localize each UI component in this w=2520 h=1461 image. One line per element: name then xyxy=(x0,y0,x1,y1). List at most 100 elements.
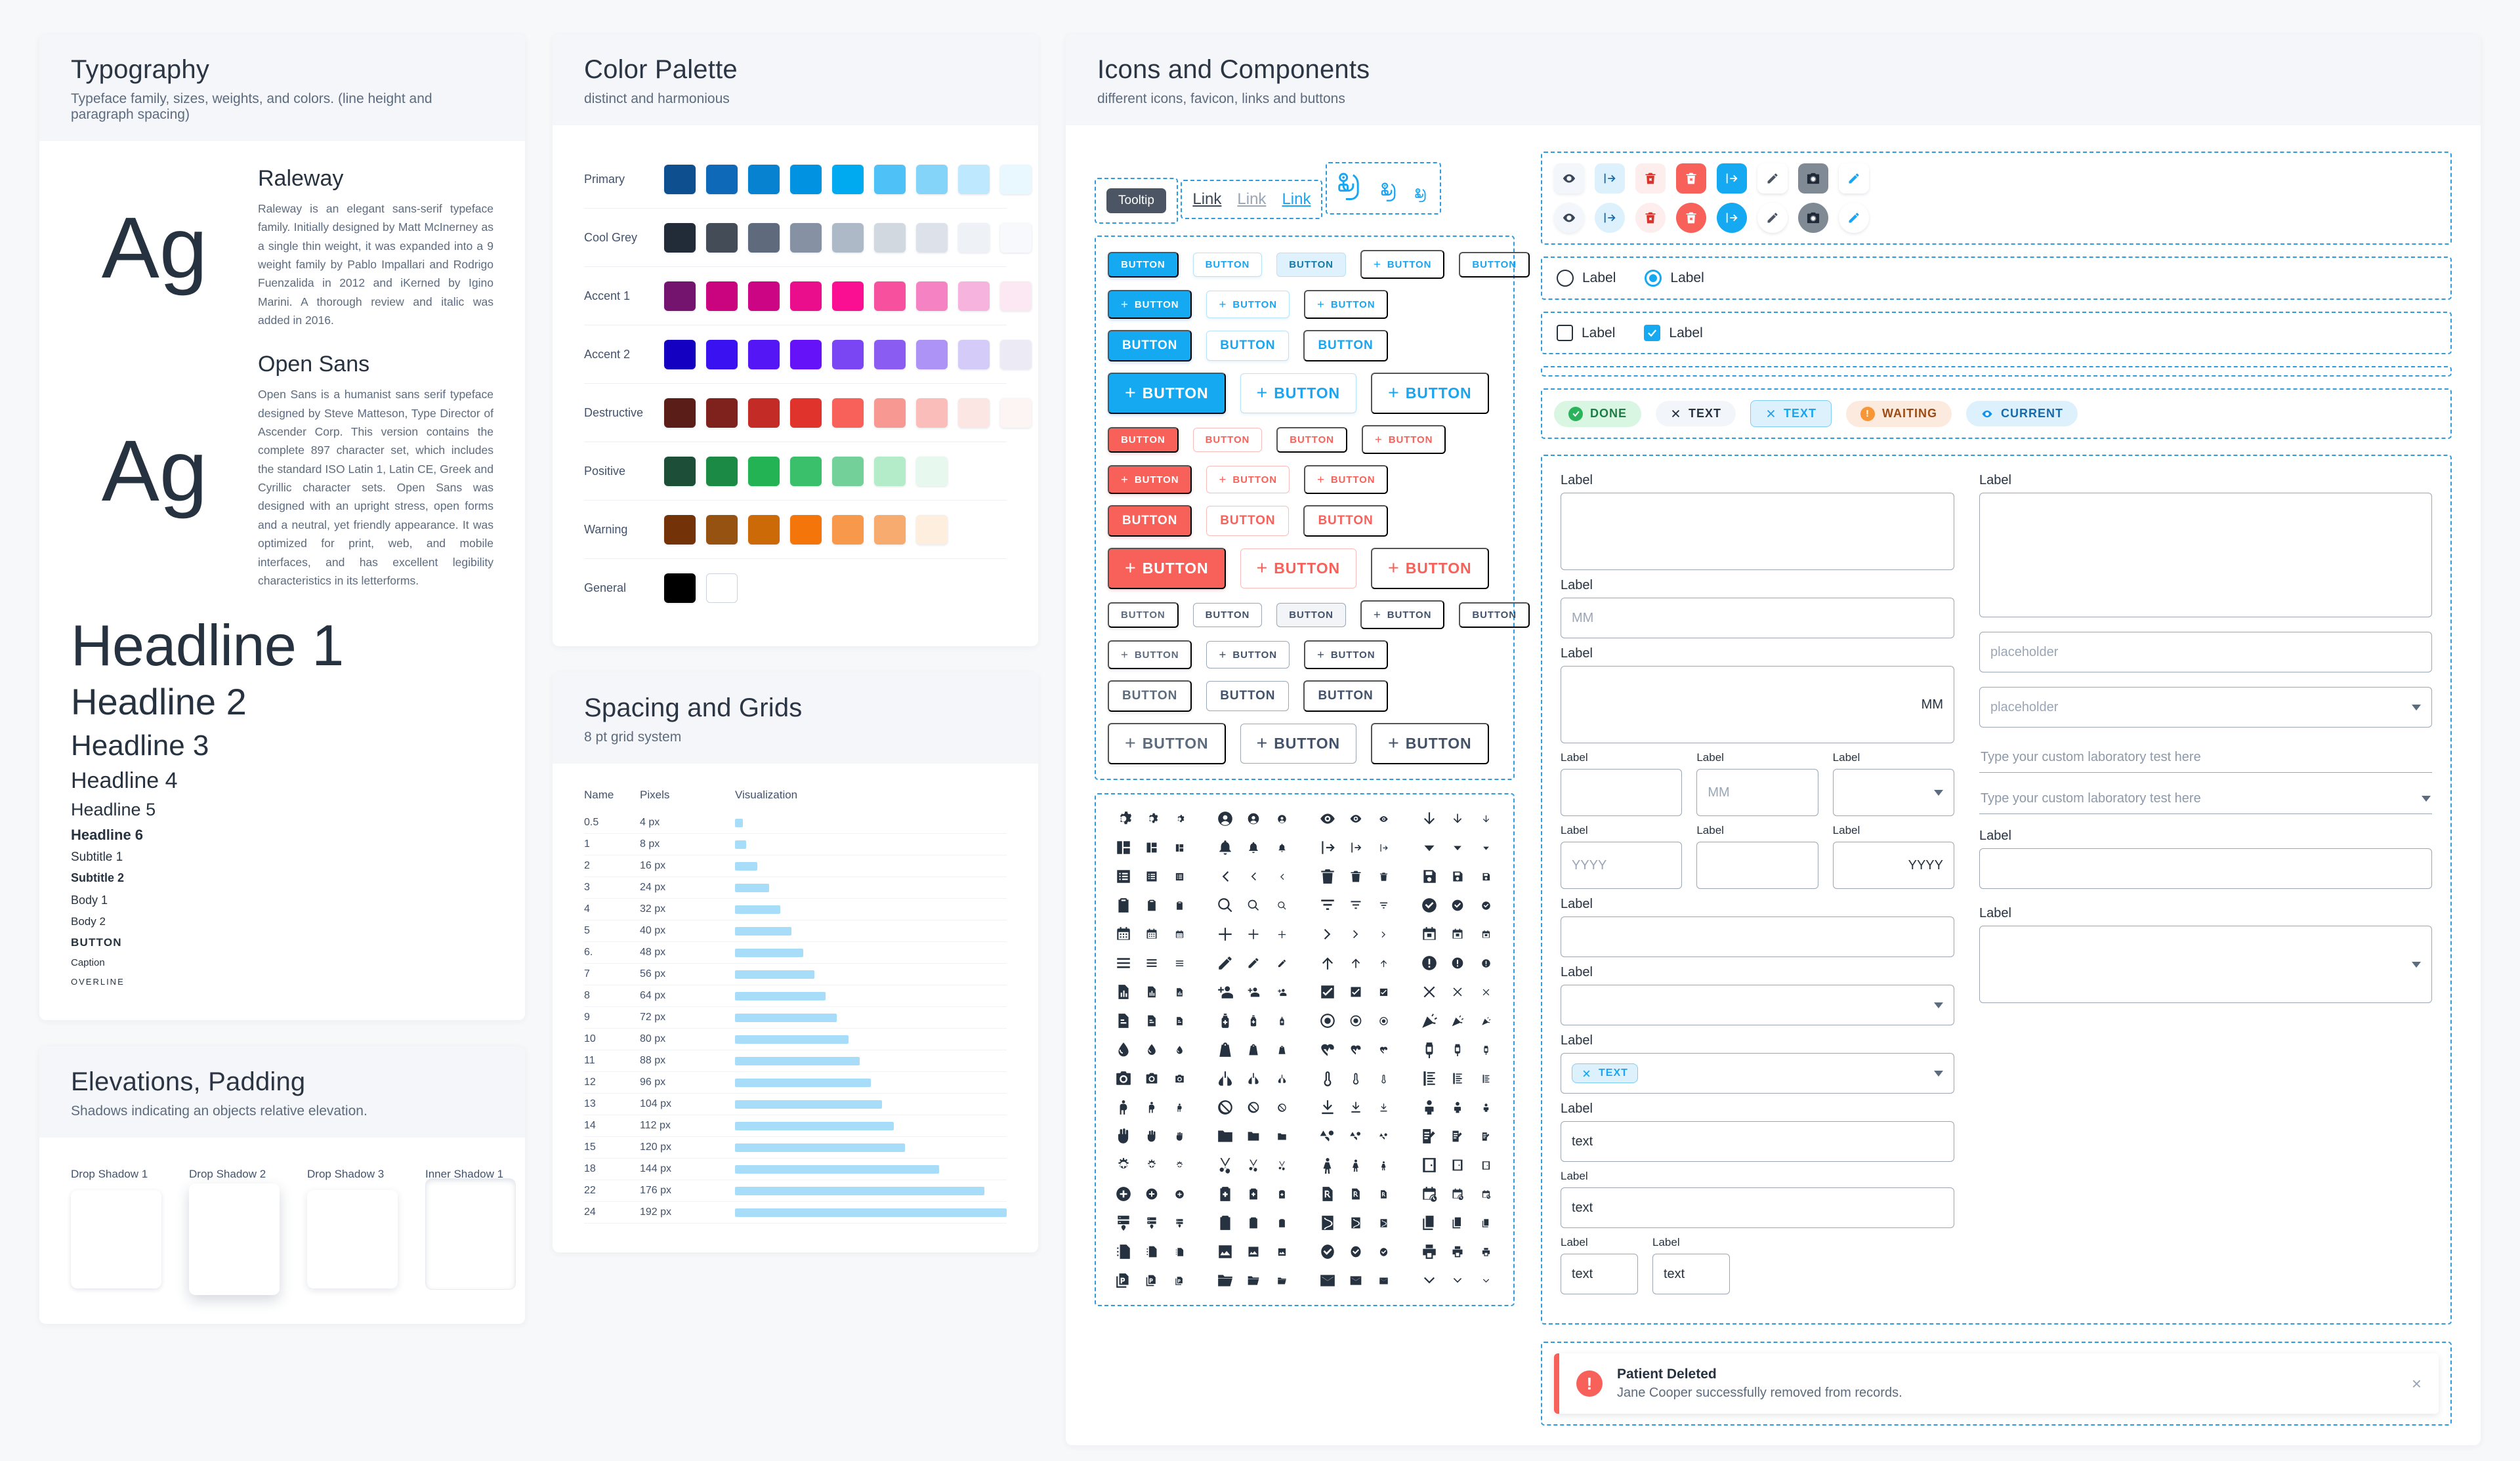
logout-icon-button-round-filled[interactable] xyxy=(1717,203,1747,233)
add-button[interactable]: + BUTTON xyxy=(1240,373,1357,413)
color-swatch[interactable] xyxy=(706,222,738,253)
action-button[interactable]: BUTTON xyxy=(1206,331,1290,361)
color-swatch[interactable] xyxy=(790,339,822,369)
action-button[interactable]: BUTTON xyxy=(1108,602,1179,628)
small-text-input-filled[interactable]: text xyxy=(1561,1254,1638,1294)
color-swatch[interactable] xyxy=(832,222,864,253)
color-swatch[interactable] xyxy=(832,398,864,428)
select-empty[interactable] xyxy=(1561,985,1954,1025)
action-button[interactable]: BUTTON xyxy=(1303,680,1388,712)
text-input-right-1[interactable] xyxy=(1979,848,2432,889)
delete-icon-button[interactable] xyxy=(1635,163,1666,194)
color-swatch[interactable] xyxy=(916,281,948,311)
edit-icon-button[interactable] xyxy=(1757,163,1788,194)
small-text-input[interactable] xyxy=(1561,769,1683,816)
color-swatch[interactable] xyxy=(958,398,990,428)
add-button[interactable]: + BUTTON xyxy=(1361,425,1446,454)
color-swatch[interactable] xyxy=(916,398,948,428)
close-icon[interactable] xyxy=(1582,1069,1591,1079)
color-swatch[interactable] xyxy=(1000,164,1032,194)
color-swatch[interactable] xyxy=(706,573,738,603)
color-swatch[interactable] xyxy=(832,456,864,486)
action-button[interactable]: BUTTON xyxy=(1276,426,1347,453)
color-swatch[interactable] xyxy=(832,164,864,194)
color-swatch[interactable] xyxy=(706,281,738,311)
action-button[interactable]: BUTTON xyxy=(1206,681,1290,711)
status-badge-waiting[interactable]: ! WAITING xyxy=(1846,400,1952,427)
edit-icon-button-round-blue[interactable] xyxy=(1839,203,1869,233)
color-swatch[interactable] xyxy=(664,398,696,428)
delete-icon-button-round-filled[interactable] xyxy=(1676,203,1706,233)
color-swatch[interactable] xyxy=(1000,339,1032,369)
add-button[interactable]: + BUTTON xyxy=(1206,641,1290,669)
year-input[interactable]: YYYY xyxy=(1561,842,1683,889)
color-swatch[interactable] xyxy=(664,339,696,369)
action-button[interactable]: BUTTON xyxy=(1108,426,1179,453)
action-button[interactable]: BUTTON xyxy=(1108,330,1192,361)
color-swatch[interactable] xyxy=(706,456,738,486)
add-button[interactable]: + BUTTON xyxy=(1360,600,1445,629)
action-button[interactable]: BUTTON xyxy=(1459,251,1530,278)
color-swatch[interactable] xyxy=(664,222,696,253)
logout-icon-button-filled[interactable] xyxy=(1717,163,1747,194)
lab-test-select[interactable]: Type your custom laboratory test here xyxy=(1979,787,2432,814)
color-swatch[interactable] xyxy=(916,339,948,369)
color-swatch[interactable] xyxy=(748,339,780,369)
color-swatch[interactable] xyxy=(874,514,906,545)
add-button[interactable]: + BUTTON xyxy=(1303,465,1389,494)
color-swatch[interactable] xyxy=(832,281,864,311)
color-swatch[interactable] xyxy=(748,281,780,311)
color-swatch[interactable] xyxy=(1000,398,1032,428)
edit-icon-button-blue[interactable] xyxy=(1839,163,1869,194)
add-button[interactable]: + BUTTON xyxy=(1240,548,1357,588)
color-swatch[interactable] xyxy=(874,339,906,369)
checkbox-checked[interactable]: Label xyxy=(1644,325,1703,341)
color-swatch[interactable] xyxy=(706,339,738,369)
link-default[interactable]: Link xyxy=(1192,190,1222,208)
action-button[interactable]: BUTTON xyxy=(1303,330,1388,361)
eye-icon-button[interactable] xyxy=(1554,163,1584,194)
action-button[interactable]: BUTTON xyxy=(1108,251,1179,278)
action-button[interactable]: BUTTON xyxy=(1108,505,1192,537)
action-button[interactable]: BUTTON xyxy=(1192,602,1263,627)
textarea-empty[interactable] xyxy=(1979,493,2432,617)
color-swatch[interactable] xyxy=(958,281,990,311)
camera-icon-button-round[interactable] xyxy=(1798,203,1828,233)
color-swatch[interactable] xyxy=(874,456,906,486)
eye-icon-button-round[interactable] xyxy=(1554,203,1584,233)
color-swatch[interactable] xyxy=(790,164,822,194)
add-button[interactable]: + BUTTON xyxy=(1371,548,1489,589)
action-button[interactable]: BUTTON xyxy=(1276,252,1346,277)
color-swatch[interactable] xyxy=(958,164,990,194)
select-right-1[interactable] xyxy=(1979,926,2432,1003)
delete-icon-button-round[interactable] xyxy=(1635,203,1666,233)
select-with-chip[interactable]: TEXT xyxy=(1561,1053,1954,1094)
selected-chip[interactable]: TEXT xyxy=(1572,1063,1638,1083)
month-input[interactable]: MM xyxy=(1561,598,1954,638)
color-swatch[interactable] xyxy=(790,281,822,311)
add-button[interactable]: + BUTTON xyxy=(1108,548,1226,589)
text-input-blank[interactable] xyxy=(1561,916,1954,957)
add-button[interactable]: + BUTTON xyxy=(1240,724,1357,764)
small-text-input-filled-2[interactable]: text xyxy=(1652,1254,1730,1294)
add-button[interactable]: + BUTTON xyxy=(1206,466,1290,493)
placeholder-input[interactable]: placeholder xyxy=(1979,632,2432,672)
color-swatch[interactable] xyxy=(874,398,906,428)
color-swatch[interactable] xyxy=(664,456,696,486)
status-badge-done[interactable]: DONE xyxy=(1554,400,1642,427)
action-button[interactable]: BUTTON xyxy=(1303,505,1388,537)
add-button[interactable]: + BUTTON xyxy=(1108,465,1192,494)
color-swatch[interactable] xyxy=(748,222,780,253)
add-button[interactable]: + BUTTON xyxy=(1108,640,1192,669)
status-badge-current[interactable]: CURRENT xyxy=(1966,401,2078,426)
status-badge-text[interactable]: TEXT xyxy=(1656,401,1736,426)
color-swatch[interactable] xyxy=(748,514,780,545)
color-swatch[interactable] xyxy=(706,164,738,194)
color-swatch[interactable] xyxy=(832,514,864,545)
add-button[interactable]: + BUTTON xyxy=(1206,291,1290,318)
delete-icon-button-filled[interactable] xyxy=(1676,163,1706,194)
color-swatch[interactable] xyxy=(748,456,780,486)
color-swatch[interactable] xyxy=(664,281,696,311)
add-button[interactable]: + BUTTON xyxy=(1108,723,1226,764)
logout-icon-button[interactable] xyxy=(1595,163,1625,194)
